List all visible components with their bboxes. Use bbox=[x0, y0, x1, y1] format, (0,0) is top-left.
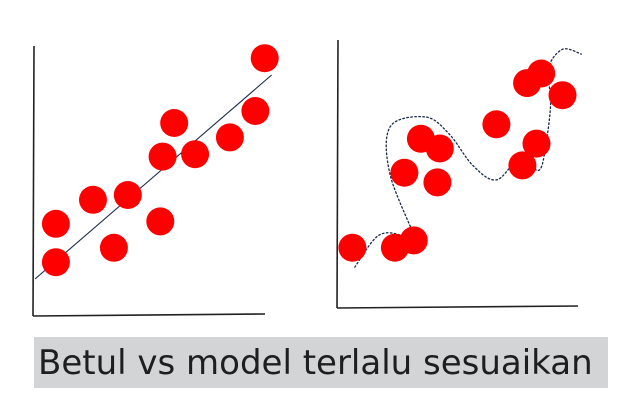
data-point bbox=[250, 44, 279, 73]
data-point bbox=[425, 134, 454, 163]
fit-line bbox=[34, 74, 272, 280]
scatter-points bbox=[41, 44, 279, 277]
data-point bbox=[390, 158, 419, 187]
data-point bbox=[99, 233, 128, 262]
data-point bbox=[113, 181, 142, 209]
fit-line bbox=[34, 74, 272, 280]
data-point bbox=[508, 151, 537, 180]
data-point bbox=[148, 142, 177, 171]
data-point bbox=[181, 140, 210, 169]
data-point bbox=[548, 81, 577, 110]
data-point bbox=[41, 248, 70, 277]
y-axis bbox=[336, 39, 339, 309]
x-axis bbox=[32, 313, 266, 317]
data-point bbox=[522, 129, 551, 158]
data-point bbox=[146, 207, 175, 236]
data-point bbox=[41, 209, 70, 238]
data-point bbox=[399, 226, 428, 255]
scatter-points bbox=[338, 59, 577, 262]
data-point bbox=[241, 97, 270, 125]
caption: Betul vs model terlalu sesuaikan bbox=[38, 343, 593, 383]
overfit-panel bbox=[336, 39, 583, 309]
data-point bbox=[160, 109, 189, 137]
data-point bbox=[482, 110, 511, 139]
data-point bbox=[338, 233, 367, 262]
data-point bbox=[215, 123, 244, 152]
good-fit-panel bbox=[32, 44, 279, 317]
caption-bar: Betul vs model terlalu sesuaikan bbox=[34, 337, 608, 388]
data-point bbox=[527, 59, 556, 88]
x-axis bbox=[336, 305, 579, 309]
y-axis bbox=[32, 45, 35, 317]
data-point bbox=[423, 168, 452, 197]
data-point bbox=[79, 185, 107, 214]
